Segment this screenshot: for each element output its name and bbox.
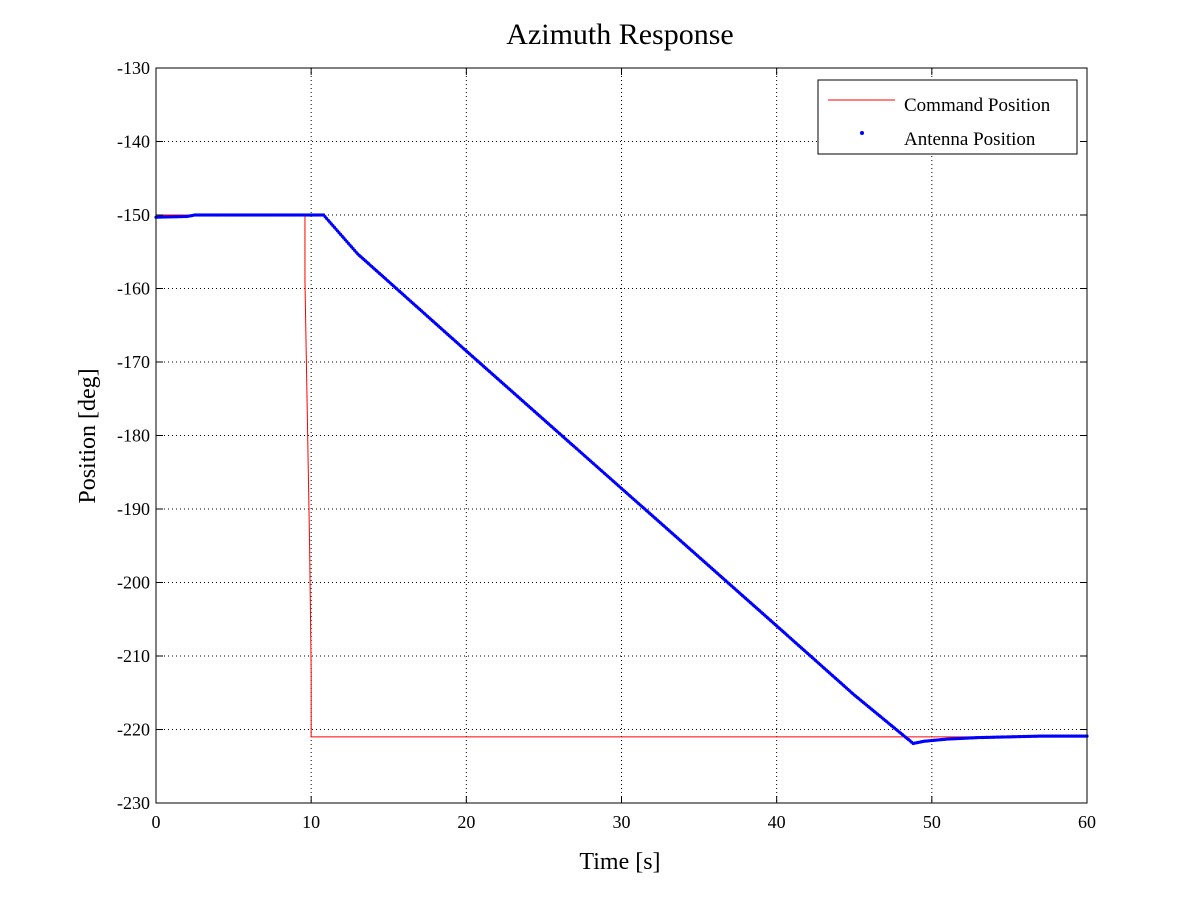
y-tick-label: -220 xyxy=(117,720,150,740)
y-tick-label: -200 xyxy=(117,573,150,593)
x-tick-label: 0 xyxy=(152,812,161,832)
y-tick-label: -210 xyxy=(117,646,150,666)
x-tick-label: 40 xyxy=(768,812,786,832)
y-tick-label: -150 xyxy=(117,205,150,225)
x-tick-label: 60 xyxy=(1078,812,1096,832)
y-tick-label: -190 xyxy=(117,499,150,519)
x-tick-label: 10 xyxy=(302,812,320,832)
legend-command-label: Command Position xyxy=(904,95,1051,116)
y-axis-ticks: -130 -140 -150 -160 -170 -180 -190 -200 -210 -220… xyxy=(117,58,1087,813)
y-tick-label: -130 xyxy=(117,58,150,78)
series-layer xyxy=(154,213,1089,746)
series-antenna-position xyxy=(154,213,1089,746)
y-tick-label: -140 xyxy=(117,132,150,152)
legend-antenna-label: Antenna Position xyxy=(904,129,1036,150)
x-axis-label: Time [s] xyxy=(579,849,660,875)
y-tick-label: -170 xyxy=(117,352,150,372)
series-command-position-line xyxy=(156,214,1087,738)
legend-box xyxy=(817,79,1078,155)
x-tick-label: 30 xyxy=(613,812,631,832)
x-tick-label: 50 xyxy=(923,812,941,832)
y-tick-label: -180 xyxy=(117,426,150,446)
y-axis-label: Position [deg] xyxy=(75,368,101,503)
y-tick-label: -160 xyxy=(117,279,150,299)
x-tick-label: 20 xyxy=(457,812,475,832)
y-tick-label: -230 xyxy=(117,793,150,813)
chart-title: Azimuth Response xyxy=(506,18,733,51)
legend: Command Position Antenna Position xyxy=(817,79,1078,155)
legend-antenna-swatch xyxy=(860,131,864,135)
x-axis-ticks: 0 10 20 30 40 50 60 xyxy=(152,68,1096,832)
